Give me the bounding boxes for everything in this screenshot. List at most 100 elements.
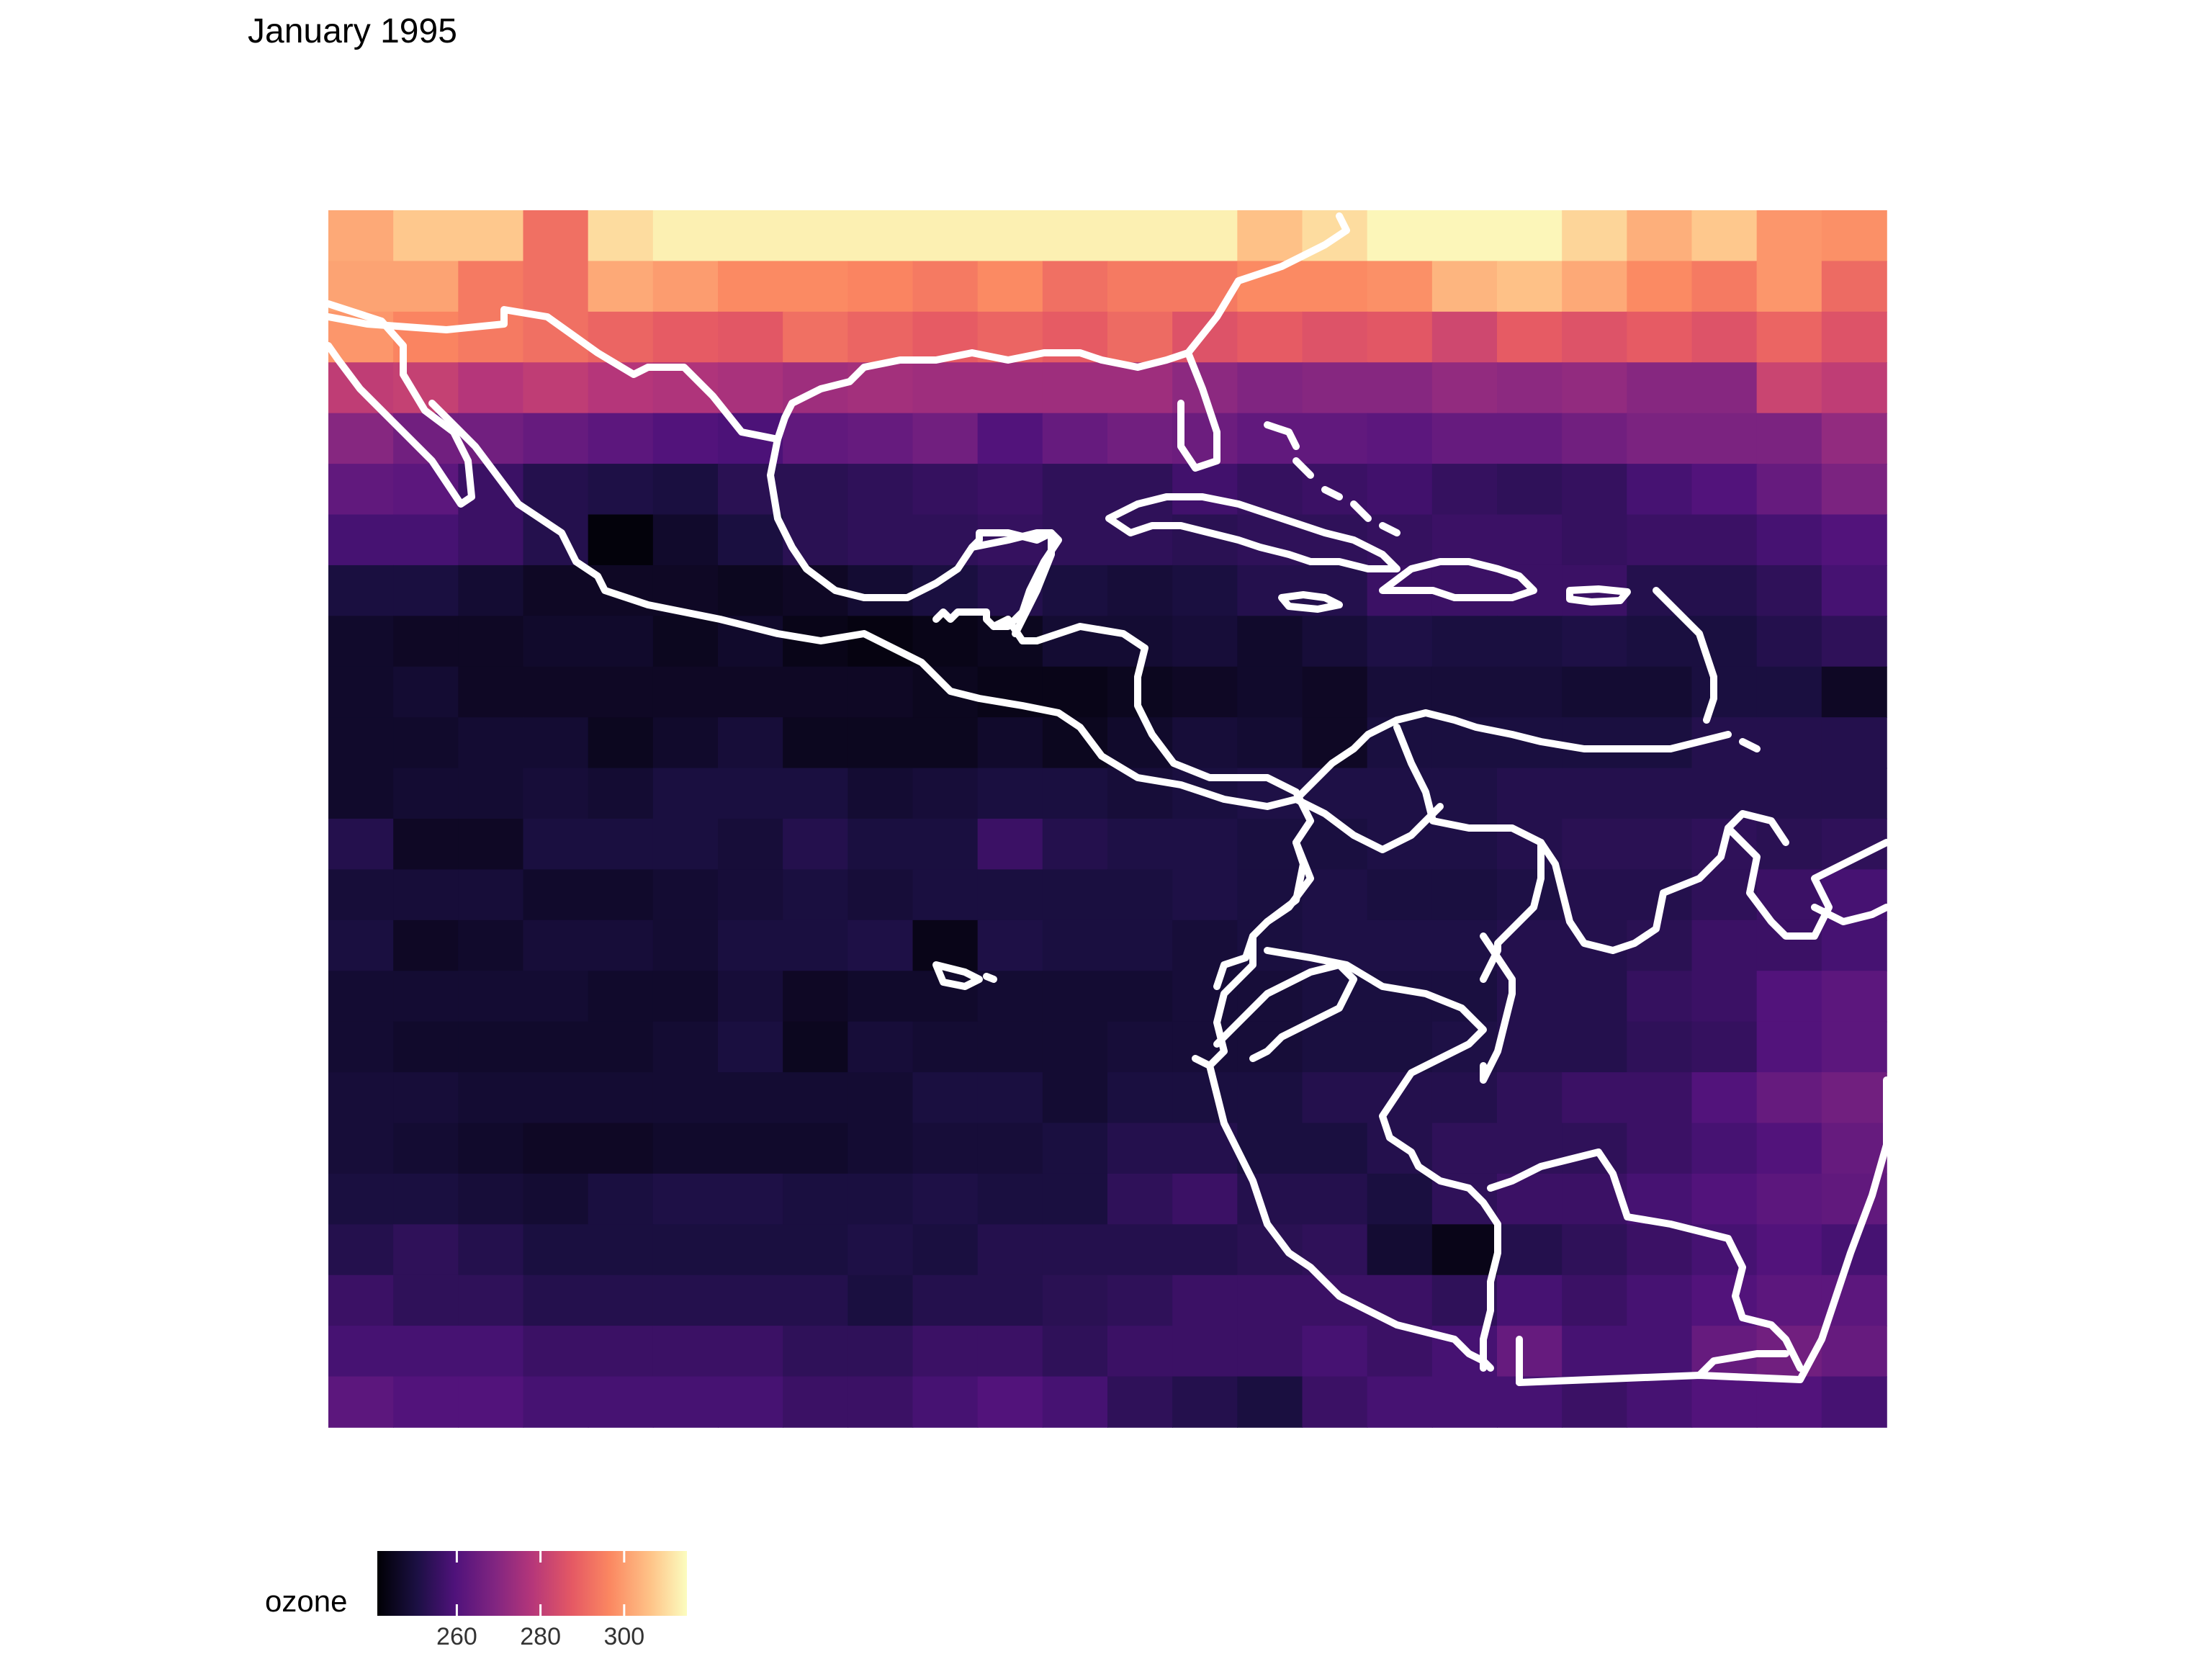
- heatmap-cell: [1691, 1021, 1758, 1073]
- heatmap-cell: [1756, 717, 1822, 769]
- heatmap-cell: [1627, 1123, 1693, 1174]
- heatmap-cell: [652, 413, 719, 464]
- heatmap-cell: [912, 413, 979, 464]
- heatmap-cell: [652, 1274, 719, 1326]
- heatmap-cell: [1367, 210, 1433, 262]
- heatmap-cell: [523, 362, 589, 414]
- heatmap-cell: [458, 1224, 524, 1276]
- heatmap-cell: [523, 971, 589, 1022]
- heatmap-cell: [1562, 616, 1628, 667]
- heatmap-cell: [1107, 1123, 1173, 1174]
- heatmap-cell: [1237, 869, 1303, 921]
- heatmap-cell: [1756, 971, 1822, 1022]
- heatmap-cell: [1627, 1224, 1693, 1276]
- heatmap-cell: [912, 920, 979, 972]
- heatmap-cell: [912, 464, 979, 516]
- heatmap-cell: [1497, 616, 1563, 667]
- heatmap-cell: [848, 1224, 914, 1276]
- heatmap-cell: [1756, 666, 1822, 718]
- heatmap-cell: [1431, 362, 1498, 414]
- outline-gulf-coast: [774, 212, 1350, 443]
- heatmap-cell: [783, 869, 849, 921]
- heatmap-cell: [652, 920, 719, 972]
- heatmap-cell: [718, 768, 783, 819]
- heatmap-cell: [718, 971, 783, 1022]
- heatmap-cell: [848, 1123, 914, 1174]
- heatmap-cell: [783, 464, 849, 516]
- heatmap-cell: [977, 362, 1043, 414]
- heatmap-cell: [458, 565, 524, 617]
- heatmap-cell: [1562, 717, 1628, 769]
- heatmap-cell: [1627, 362, 1693, 414]
- heatmap-cell: [848, 1021, 914, 1073]
- heatmap-cell: [1756, 565, 1822, 617]
- heatmap-cell: [848, 311, 914, 364]
- heatmap-cell: [328, 1224, 394, 1276]
- heatmap-cell: [1627, 210, 1693, 262]
- heatmap-cell: [458, 971, 524, 1022]
- heatmap-cell: [848, 514, 914, 566]
- heatmap-cell: [458, 1274, 524, 1326]
- heatmap-cell: [1562, 819, 1628, 871]
- outline-bahamas: [1264, 421, 1401, 536]
- heatmap-cell: [458, 261, 524, 313]
- heatmap-cell: [848, 413, 914, 464]
- heatmap-cell: [523, 1274, 589, 1326]
- heatmap-cell: [1042, 1021, 1108, 1073]
- heatmap-cell: [1237, 819, 1303, 871]
- heatmap-cell: [458, 311, 524, 364]
- heatmap-cell: [1562, 210, 1628, 262]
- heatmap-cell: [718, 1274, 783, 1326]
- heatmap-cell: [1821, 1123, 1887, 1174]
- heatmap-cell: [718, 1072, 783, 1124]
- heatmap-cell: [393, 1376, 459, 1428]
- heatmap-cell: [718, 1376, 783, 1428]
- heatmap-cell: [1042, 616, 1108, 667]
- outline-panama: [1292, 709, 1732, 803]
- heatmap-cell: [652, 464, 719, 516]
- heatmap-cell: [1237, 311, 1303, 364]
- heatmap-cell: [523, 1173, 589, 1226]
- heatmap-cell: [783, 1326, 849, 1377]
- heatmap-cell: [912, 1274, 979, 1326]
- heatmap-cell: [1562, 1021, 1628, 1073]
- heatmap-cell: [523, 1072, 589, 1124]
- heatmap-cell: [1302, 1274, 1368, 1326]
- heatmap-cell: [328, 413, 394, 464]
- heatmap-cell: [1107, 819, 1173, 871]
- heatmap-cell: [1691, 413, 1758, 464]
- heatmap-cell: [1497, 1072, 1563, 1124]
- heatmap-cell: [1756, 362, 1822, 414]
- heatmap-cell: [1691, 1123, 1758, 1174]
- heatmap-cell: [1107, 210, 1173, 262]
- heatmap-cell: [1107, 1072, 1173, 1124]
- heatmap-cell: [1237, 362, 1303, 414]
- heatmap-cell: [1367, 666, 1433, 718]
- heatmap-cell: [848, 261, 914, 313]
- heatmap-cell: [1431, 1123, 1498, 1174]
- heatmap-cell: [1756, 616, 1822, 667]
- heatmap-cell: [1627, 819, 1693, 871]
- heatmap-cell: [783, 413, 849, 464]
- heatmap-cell: [1172, 1274, 1238, 1326]
- legend-title: ozone: [265, 1584, 348, 1618]
- heatmap-cell: [458, 920, 524, 972]
- heatmap-cell: [783, 666, 849, 718]
- heatmap-cell: [1497, 362, 1563, 414]
- heatmap-cell: [393, 514, 459, 566]
- heatmap-cell: [523, 819, 589, 871]
- heatmap-cell: [328, 1376, 394, 1428]
- heatmap-cell: [1691, 210, 1758, 262]
- heatmap-cell: [783, 920, 849, 972]
- heatmap-cell: [1756, 413, 1822, 464]
- heatmap-cell: [1821, 666, 1887, 718]
- heatmap-cell: [783, 1224, 849, 1276]
- heatmap-cell: [783, 1123, 849, 1174]
- heatmap-cell: [523, 616, 589, 667]
- heatmap-cell: [977, 1326, 1043, 1377]
- heatmap-cell: [458, 1173, 524, 1226]
- heatmap-cell: [1302, 971, 1368, 1022]
- heatmap-cell: [1431, 210, 1498, 262]
- heatmap-cell: [1431, 1376, 1498, 1428]
- heatmap-cell: [912, 1376, 979, 1428]
